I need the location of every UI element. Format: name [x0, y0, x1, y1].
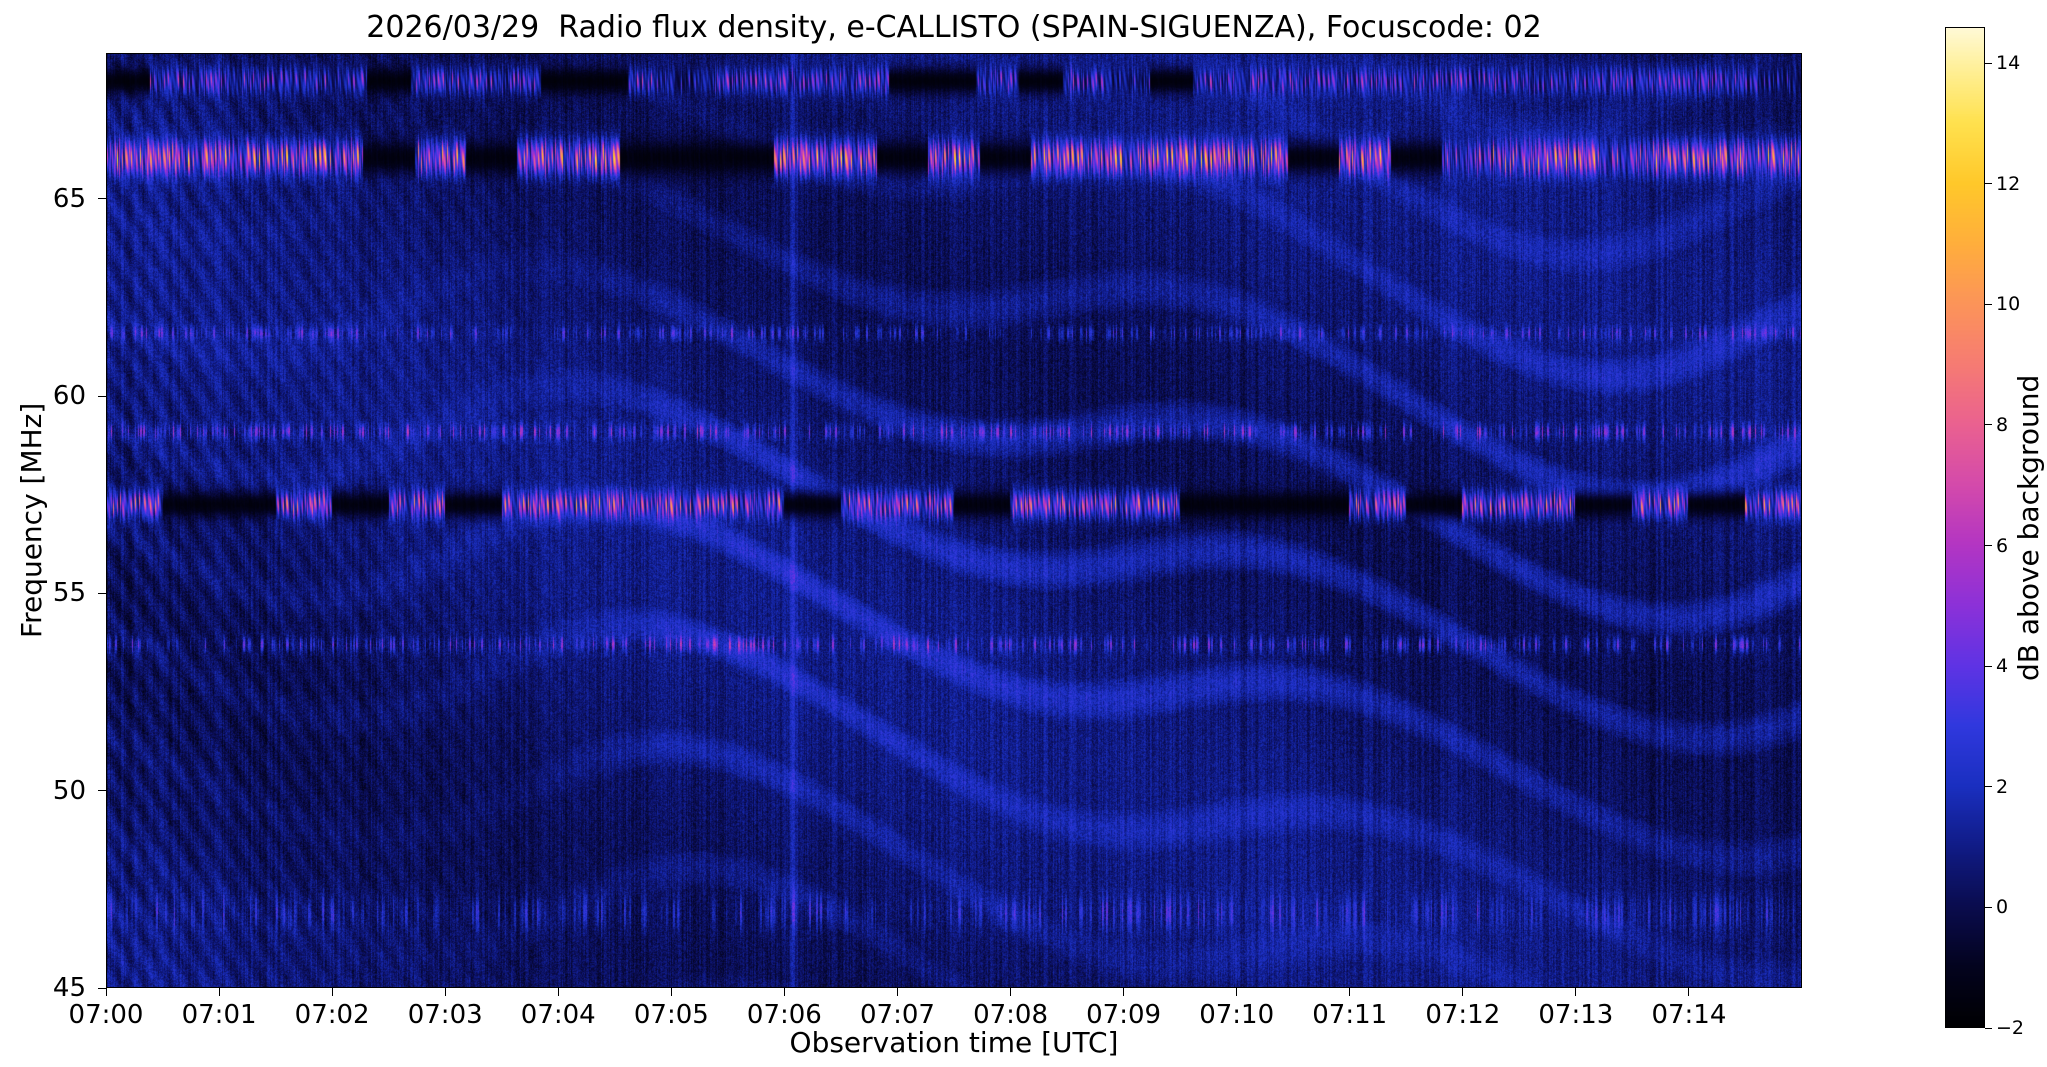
x-tick-mark [1236, 988, 1238, 996]
colorbar-tick-label: −2 [1996, 1017, 2025, 1039]
x-tick-mark [670, 988, 672, 996]
y-tick-mark [98, 987, 106, 989]
x-tick-mark [1349, 988, 1351, 996]
x-tick-mark [557, 988, 559, 996]
x-tick-label: 07:05 [633, 1000, 709, 1030]
y-tick-label: 45 [52, 973, 86, 1003]
colorbar-tick-mark [1985, 1027, 1992, 1029]
x-tick-mark [1688, 988, 1690, 996]
x-tick-label: 07:14 [1651, 1000, 1727, 1030]
x-tick-mark [1123, 988, 1125, 996]
colorbar-tick-mark [1985, 906, 1992, 908]
x-tick-mark [1575, 988, 1577, 996]
x-tick-mark [896, 988, 898, 996]
x-tick-mark [1010, 988, 1012, 996]
plot-title: 2026/03/29 Radio flux density, e-CALLIST… [366, 10, 1542, 45]
x-tick-label: 07:12 [1425, 1000, 1501, 1030]
colorbar-tick-label: 0 [1996, 896, 2009, 919]
x-tick-mark [331, 988, 333, 996]
colorbar-tick-mark [1985, 303, 1992, 305]
x-tick-mark [218, 988, 220, 996]
colorbar-tick-mark [1985, 786, 1992, 788]
colorbar-tick-mark [1985, 183, 1992, 185]
y-tick-mark [98, 395, 106, 397]
x-tick-mark [444, 988, 446, 996]
x-tick-mark [783, 988, 785, 996]
colorbar-tick-label: 8 [1996, 413, 2009, 436]
x-tick-label: 07:11 [1312, 1000, 1388, 1030]
x-tick-label: 07:09 [1086, 1000, 1162, 1030]
y-tick-label: 55 [52, 578, 86, 609]
colorbar-tick-label: 6 [1996, 534, 2009, 557]
y-tick-label: 50 [52, 775, 86, 806]
x-tick-mark [105, 988, 107, 996]
colorbar-tick-label: 12 [1996, 172, 2021, 195]
colorbar-tick-mark [1985, 424, 1992, 426]
y-tick-mark [98, 592, 106, 594]
y-tick-mark [98, 198, 106, 200]
x-tick-label: 07:03 [407, 1000, 483, 1030]
x-axis-label: Observation time [UTC] [789, 1026, 1119, 1059]
x-tick-label: 07:08 [973, 1000, 1048, 1030]
colorbar-tick-mark [1985, 545, 1992, 547]
x-tick-label: 07:06 [746, 1000, 822, 1030]
x-tick-label: 07:13 [1538, 1000, 1614, 1030]
y-tick-label: 65 [52, 183, 86, 214]
colorbar-tick-label: 10 [1996, 293, 2021, 316]
colorbar-tick-label: 2 [1996, 775, 2009, 798]
x-tick-label: 07:10 [1199, 1000, 1275, 1030]
spectrogram-canvas [106, 53, 1802, 988]
x-tick-label: 07:01 [181, 1000, 257, 1030]
x-tick-label: 07:02 [294, 1000, 370, 1030]
x-tick-label: 07:04 [520, 1000, 596, 1030]
x-tick-mark [1462, 988, 1464, 996]
y-tick-label: 60 [52, 381, 86, 412]
colorbar-tick-mark [1985, 62, 1992, 64]
colorbar-canvas [1945, 27, 1985, 1028]
colorbar-tick-mark [1985, 665, 1992, 667]
colorbar-tick-label: 14 [1996, 52, 2021, 75]
x-tick-label: 07:07 [859, 1000, 935, 1030]
colorbar-tick-label: 4 [1996, 655, 2009, 678]
x-tick-label: 07:00 [68, 1000, 144, 1030]
y-tick-mark [98, 790, 106, 792]
